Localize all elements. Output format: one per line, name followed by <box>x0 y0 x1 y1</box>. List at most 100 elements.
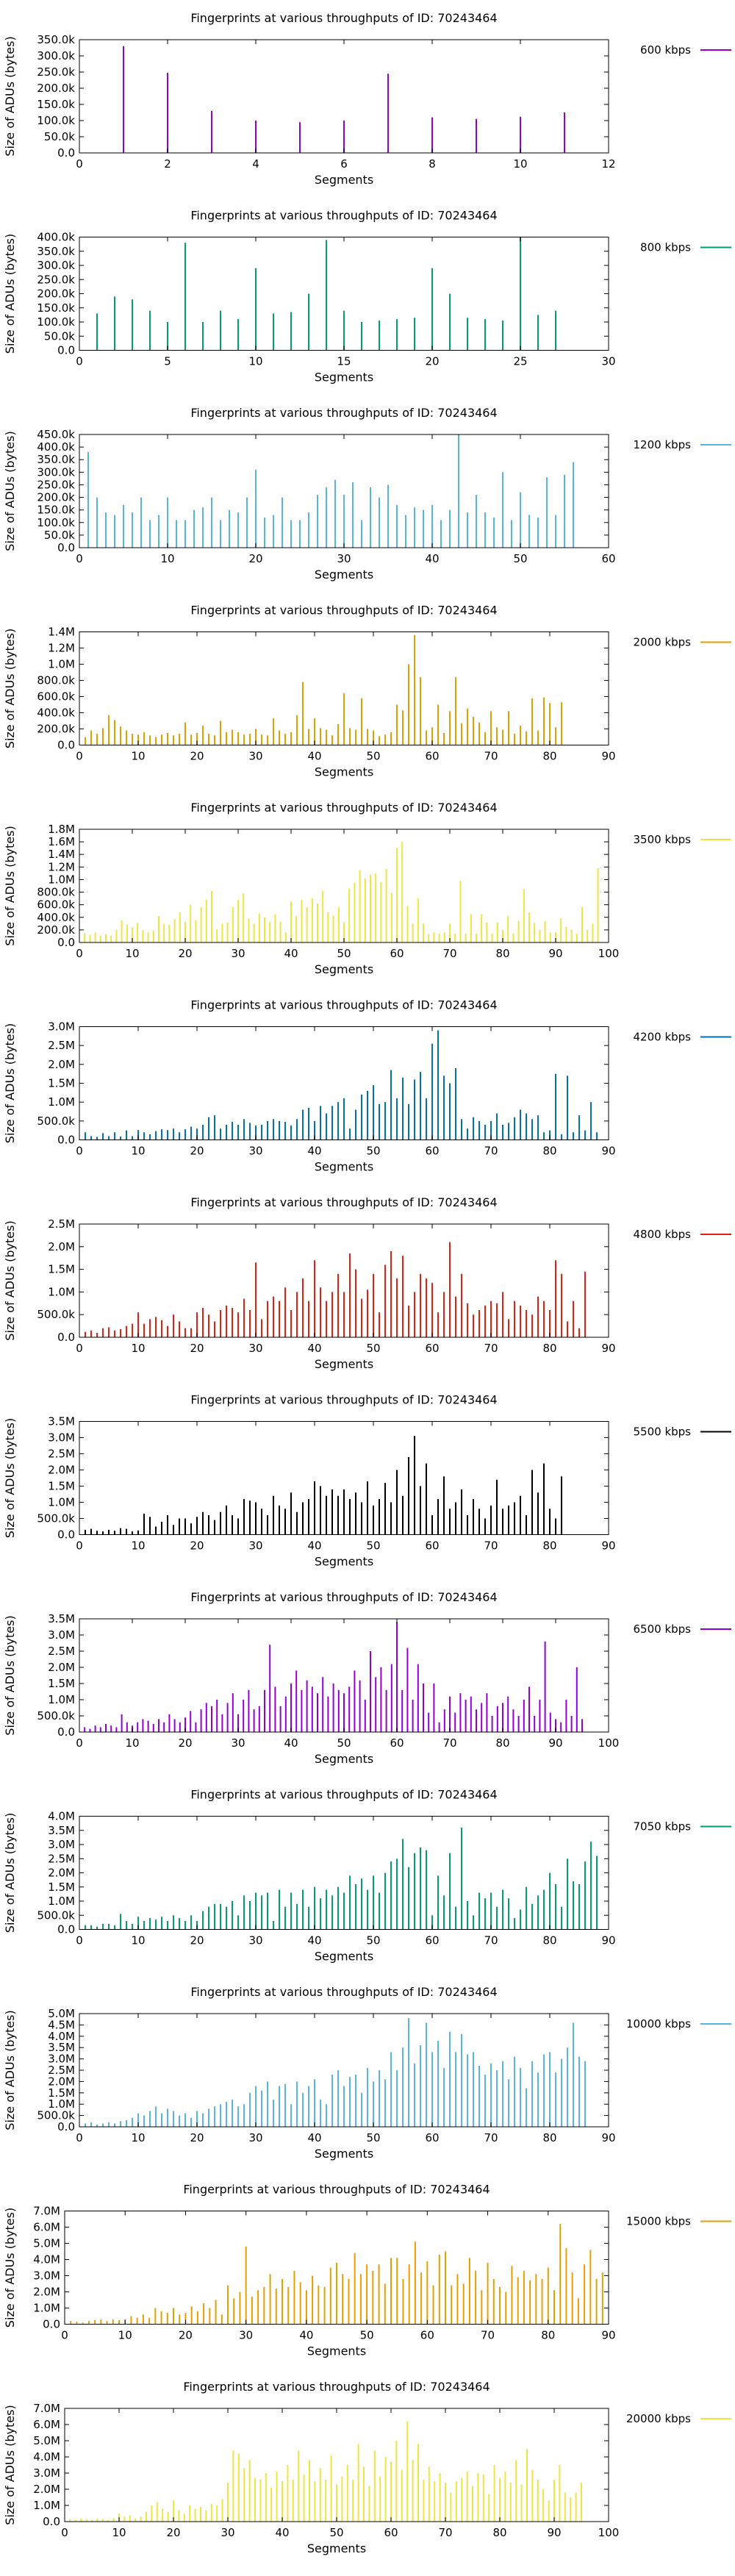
y-tick-label: 1.5M <box>48 1077 75 1090</box>
chart-panel-5: Fingerprints at various throughputs of I… <box>3 801 731 976</box>
x-tick-label: 40 <box>299 2329 313 2342</box>
x-tick-label: 70 <box>484 750 498 763</box>
y-axis-label: Size of ADUs (bytes) <box>3 1615 17 1735</box>
y-tick-label: 0.0 <box>43 2515 60 2528</box>
y-tick-label: 2.0M <box>33 2286 60 2299</box>
x-tick-label: 50 <box>329 2526 343 2539</box>
y-tick-label: 200.0k <box>37 491 75 504</box>
x-tick-label: 20 <box>190 1539 204 1553</box>
x-tick-label: 40 <box>307 1934 321 1947</box>
x-tick-label: 80 <box>542 1934 556 1947</box>
x-axis-label: Segments <box>315 568 373 582</box>
x-tick-label: 12 <box>601 157 615 171</box>
x-tick-label: 30 <box>231 947 245 960</box>
y-tick-label: 2.0M <box>33 2483 60 2496</box>
x-axis-label: Segments <box>315 765 373 779</box>
y-tick-label: 5.0M <box>48 2007 75 2020</box>
x-tick-label: 80 <box>542 750 556 763</box>
x-tick-label: 60 <box>390 947 404 960</box>
x-axis-label: Segments <box>315 962 373 976</box>
x-tick-label: 40 <box>284 947 298 960</box>
y-tick-label: 50.0k <box>44 329 75 343</box>
chart-title: Fingerprints at various throughputs of I… <box>183 2183 490 2197</box>
x-tick-label: 10 <box>125 947 139 960</box>
chart-panel-7: Fingerprints at various throughputs of I… <box>3 1195 731 1371</box>
y-tick-label: 200.0k <box>37 723 75 736</box>
y-axis-label: Size of ADUs (bytes) <box>3 1023 17 1143</box>
x-tick-label: 50 <box>366 1934 380 1947</box>
chart-title: Fingerprints at various throughputs of I… <box>183 2380 490 2394</box>
x-tick-label: 80 <box>492 2526 506 2539</box>
plot-frame <box>79 632 609 745</box>
x-tick-label: 20 <box>190 1342 204 1355</box>
y-tick-label: 0.0 <box>57 1331 75 1344</box>
legend-label: 5500 kbps <box>634 1425 692 1439</box>
legend-label: 15000 kbps <box>626 2215 691 2228</box>
x-tick-label: 60 <box>425 1539 439 1553</box>
y-tick-label: 400.0k <box>37 706 75 720</box>
x-tick-label: 8 <box>429 157 436 171</box>
chart-title: Fingerprints at various throughputs of I… <box>190 604 497 618</box>
x-tick-label: 30 <box>220 2526 234 2539</box>
y-tick-label: 500.0k <box>37 1908 75 1922</box>
x-tick-label: 20 <box>425 355 439 368</box>
y-tick-label: 2.0M <box>48 1867 75 1880</box>
y-tick-label: 1.5M <box>48 1677 75 1690</box>
chart-title: Fingerprints at various throughputs of I… <box>190 1195 497 1209</box>
x-tick-label: 30 <box>248 1342 262 1355</box>
y-axis-label: Size of ADUs (bytes) <box>3 2010 17 2130</box>
chart-panel-13: Fingerprints at various throughputs of I… <box>3 2380 731 2555</box>
x-tick-label: 80 <box>542 1539 556 1553</box>
y-axis-label: Size of ADUs (bytes) <box>3 629 17 748</box>
x-tick-label: 0 <box>61 2329 68 2342</box>
y-tick-label: 500.0k <box>37 2109 75 2122</box>
y-tick-label: 800.0k <box>37 674 75 687</box>
y-axis-label: Size of ADUs (bytes) <box>3 1813 17 1933</box>
x-tick-label: 60 <box>425 1342 439 1355</box>
x-tick-label: 10 <box>131 2131 145 2144</box>
x-tick-label: 0 <box>61 2526 68 2539</box>
x-tick-label: 2 <box>164 157 171 171</box>
x-tick-label: 50 <box>366 1145 380 1158</box>
y-tick-label: 500.0k <box>37 1308 75 1321</box>
x-tick-label: 10 <box>125 1736 139 1750</box>
x-tick-label: 80 <box>542 1145 556 1158</box>
legend-label: 1200 kbps <box>634 438 692 451</box>
y-tick-label: 0.0 <box>57 1923 75 1936</box>
x-tick-label: 0 <box>76 1539 83 1553</box>
x-tick-label: 90 <box>601 1342 615 1355</box>
y-tick-label: 4.5M <box>48 2018 75 2031</box>
y-tick-label: 0.0 <box>57 739 75 752</box>
legend-label: 800 kbps <box>640 241 691 254</box>
chart-panel-9: Fingerprints at various throughputs of I… <box>3 1590 731 1766</box>
x-tick-label: 80 <box>542 1342 556 1355</box>
x-tick-label: 30 <box>248 750 262 763</box>
plot-frame <box>64 2211 609 2325</box>
plot-frame <box>79 1223 609 1338</box>
y-tick-label: 350.0k <box>37 453 75 466</box>
x-tick-label: 30 <box>248 2131 262 2144</box>
y-tick-label: 1.5M <box>48 2086 75 2100</box>
x-tick-label: 70 <box>484 1934 498 1947</box>
x-tick-label: 20 <box>179 2329 193 2342</box>
y-tick-label: 7.0M <box>33 2205 60 2218</box>
x-tick-label: 70 <box>484 1145 498 1158</box>
y-tick-label: 350.0k <box>37 33 75 46</box>
y-tick-label: 2.5M <box>48 1217 75 1231</box>
x-axis-label: Segments <box>315 173 373 187</box>
y-tick-label: 400.0k <box>37 440 75 454</box>
y-tick-label: 1.4M <box>48 848 75 861</box>
y-tick-label: 1.4M <box>48 626 75 639</box>
legend-label: 4800 kbps <box>634 1228 692 1241</box>
y-tick-label: 150.0k <box>37 301 75 315</box>
x-tick-label: 5 <box>164 355 171 368</box>
x-tick-label: 70 <box>481 2329 495 2342</box>
plot-frame <box>79 1421 609 1535</box>
y-tick-label: 250.0k <box>37 65 75 79</box>
x-tick-label: 70 <box>442 1736 456 1750</box>
x-tick-label: 20 <box>248 552 262 565</box>
x-tick-label: 80 <box>542 2131 556 2144</box>
y-tick-label: 500.0k <box>37 1709 75 1722</box>
y-tick-label: 1.2M <box>48 860 75 873</box>
